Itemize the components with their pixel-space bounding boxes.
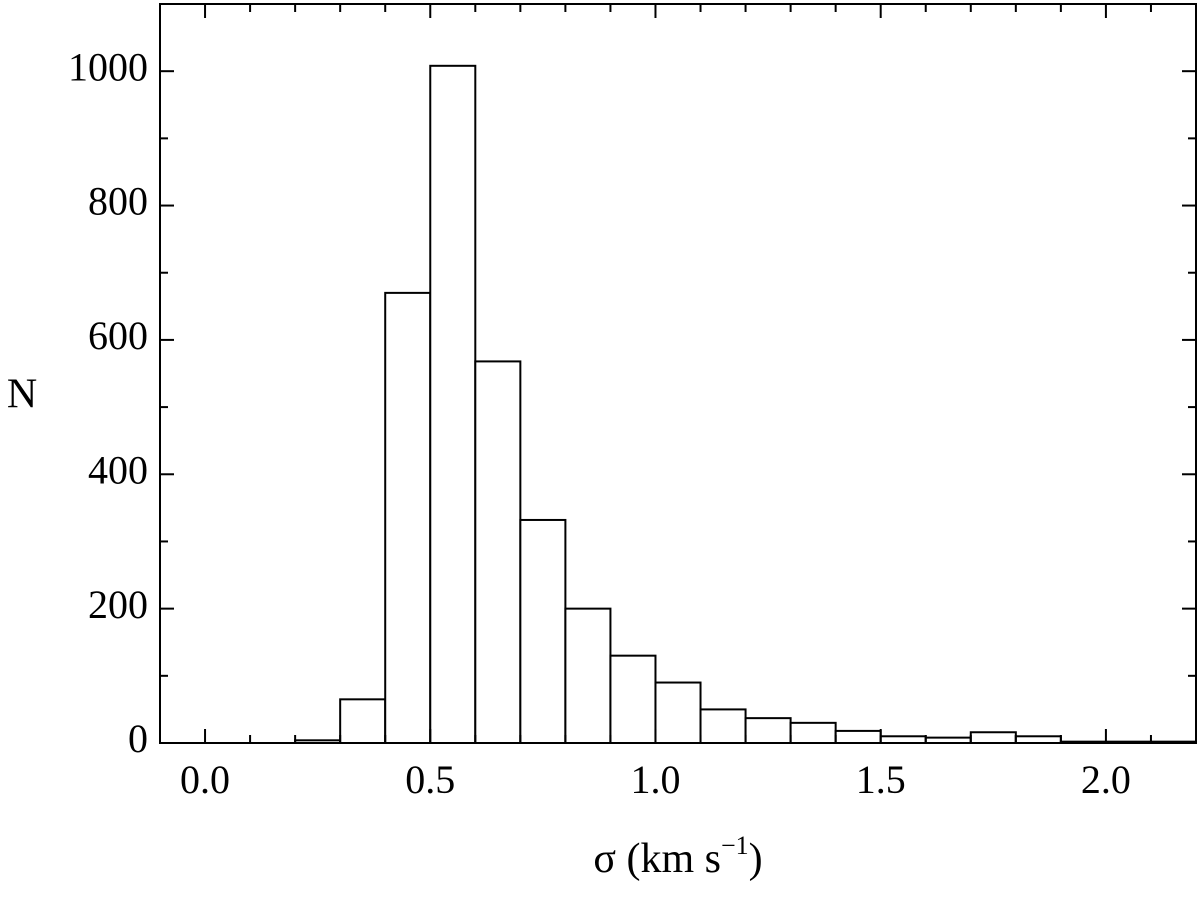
histogram-bar-6: [564, 607, 612, 744]
y-tick-label: 1000: [68, 44, 148, 89]
x-tick-label: 0.0: [180, 757, 230, 802]
histogram-bar-1: [339, 698, 387, 745]
y-tick-label: 400: [88, 447, 148, 492]
histogram-bar-2: [384, 291, 432, 744]
y-axis-title: N: [7, 372, 37, 418]
histogram-bar-9: [699, 708, 747, 745]
x-tick-label: 0.5: [405, 757, 455, 802]
histogram-bar-5: [519, 518, 567, 744]
histogram-bar-10: [744, 717, 792, 744]
x-axis-title: σ (km s−1): [593, 831, 762, 882]
histogram-bar-15: [969, 731, 1017, 745]
histogram-bar-8: [654, 681, 702, 745]
y-tick-label: 0: [128, 716, 148, 761]
histogram-bar-3: [429, 64, 477, 745]
y-tick-label: 200: [88, 582, 148, 627]
plot-frame: [159, 3, 1197, 744]
histogram-bar-12: [834, 729, 882, 745]
x-axis-title-main: σ (km s: [593, 836, 721, 882]
x-axis-title-close: ): [749, 836, 763, 882]
histogram-bar-11: [789, 721, 837, 745]
y-tick-label: 800: [88, 179, 148, 224]
y-tick-label: 600: [88, 313, 148, 358]
x-tick-labels: 0.0 0.5 1.0 1.5 2.0: [180, 757, 1131, 802]
axis-ticks: [159, 3, 1197, 744]
x-tick-label: 1.0: [630, 757, 680, 802]
histogram-bar-16: [1014, 735, 1062, 744]
y-tick-labels: 0 200 400 600 800 1000: [68, 44, 148, 761]
histogram-bar-4: [474, 360, 522, 744]
x-axis-title-superscript: −1: [721, 831, 749, 860]
histogram-bar-13: [879, 735, 927, 744]
histogram-bar-7: [609, 654, 657, 744]
x-tick-label: 1.5: [856, 757, 906, 802]
x-tick-label: 2.0: [1081, 757, 1131, 802]
histogram-bars: [294, 64, 1198, 745]
